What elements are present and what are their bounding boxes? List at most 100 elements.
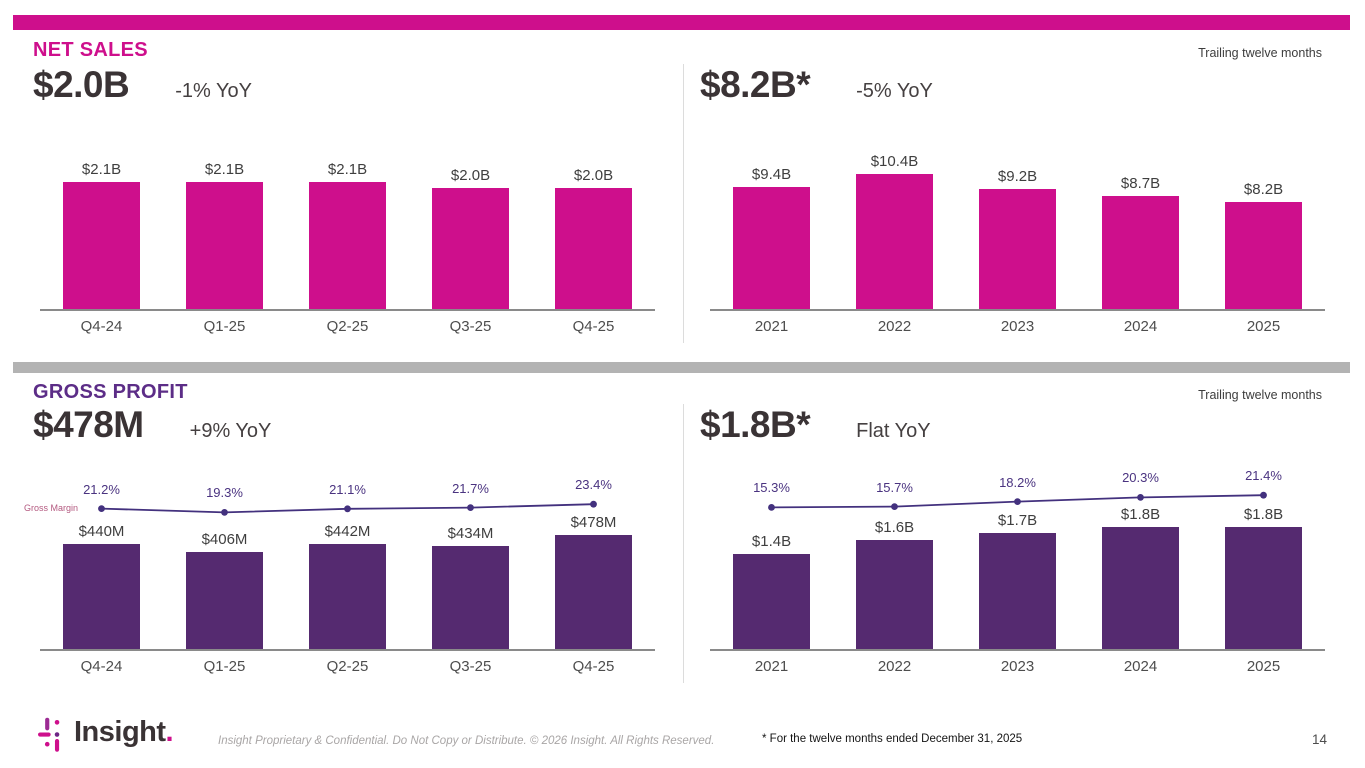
bar-2023	[978, 189, 1057, 309]
net-sales-ttm-headline: $8.2B*	[700, 64, 811, 105]
net-sales-quarterly-yoy: -1% YoY	[175, 80, 252, 102]
chart-x-axis: Q4-24 Q1-25 Q2-25 Q3-25 Q4-25	[40, 649, 655, 683]
net-sales-ttm-panel: $8.2B* -5% YoY $9.4B $10.4B $9.2B $8.7B $8.2…	[683, 64, 1365, 343]
bar-value-label: $8.2B	[1243, 181, 1284, 199]
chart-column: $9.4B	[710, 166, 833, 309]
axis-label-2024: 2024	[1123, 658, 1158, 675]
bar-Q4-25	[554, 188, 633, 309]
chart-column: $478M	[532, 514, 655, 649]
axis-label-Q2-25: Q2-25	[326, 318, 369, 335]
chart-column: $1.4B	[710, 533, 833, 649]
net-sales-ttm-headline-row: $8.2B* -5% YoY	[684, 64, 1365, 110]
net-sales-section: NET SALES Trailing twelve months $2.0B -…	[0, 38, 1365, 343]
chart-column: $2.1B	[163, 161, 286, 309]
axis-label-Q2-25: Q2-25	[326, 658, 369, 675]
gross-profit-quarterly-headline: $478M	[33, 404, 144, 445]
chart-column: $442M	[286, 523, 409, 649]
bar-2024	[1101, 195, 1180, 309]
chart-column: $10.4B	[833, 153, 956, 309]
chart-column: $406M	[163, 531, 286, 649]
bar-value-label: $9.4B	[751, 165, 792, 183]
insight-logo-wordmark: Insight.	[74, 716, 174, 748]
bar-Q2-25	[308, 543, 387, 649]
chart-bars: $440M $406M $442M $434M $478M	[40, 464, 655, 649]
chart-column: $1.8B	[1079, 506, 1202, 649]
bar-Q4-24	[62, 181, 141, 309]
logo-period: .	[165, 716, 174, 748]
bar-value-label: $1.8B	[1120, 505, 1161, 523]
gross-profit-quarterly-panel: $478M +9% YoY Gross Margin $440M $406M $44…	[0, 404, 683, 683]
top-accent-bar	[13, 15, 1350, 30]
bar-value-label: $442M	[324, 522, 371, 540]
bar-value-label: $2.0B	[573, 167, 614, 184]
axis-label-2022: 2022	[877, 658, 912, 675]
gross-profit-ttm-panel: $1.8B* Flat YoY $1.4B $1.6B $1.7B $1.8B $1.8…	[683, 404, 1365, 683]
chart-column: $1.7B	[956, 512, 1079, 649]
chart-x-axis: Q4-24 Q1-25 Q2-25 Q3-25 Q4-25	[40, 309, 655, 343]
gross-profit-ttm-headline-row: $1.8B* Flat YoY	[684, 404, 1365, 450]
bar-value-label: $1.4B	[751, 532, 792, 550]
net-sales-ttm-chart: $9.4B $10.4B $9.2B $8.7B $8.2B 2021 2022 2023 2…	[710, 144, 1325, 343]
gross-profit-quarterly-headline-row: $478M +9% YoY	[0, 404, 683, 450]
chart-bars: $2.1B $2.1B $2.1B $2.0B $2.0B	[40, 144, 655, 309]
net-sales-quarterly-chart: $2.1B $2.1B $2.1B $2.0B $2.0B Q4-24 Q1-25 Q2-2…	[40, 144, 655, 343]
bar-Q1-25	[185, 552, 264, 649]
bar-value-label: $434M	[447, 524, 494, 542]
bar-value-label: $2.0B	[450, 167, 491, 184]
bar-Q4-24	[62, 544, 141, 649]
bar-2022	[855, 173, 934, 309]
axis-label-2023: 2023	[1000, 658, 1035, 675]
insight-logo-mark-icon	[38, 717, 60, 752]
axis-label-2021: 2021	[754, 658, 789, 675]
bar-2025	[1224, 202, 1303, 309]
bar-2025	[1224, 526, 1303, 649]
margin-pct-label: 21.4%	[1245, 468, 1282, 484]
bar-2024	[1101, 526, 1180, 649]
bar-value-label: $1.8B	[1243, 505, 1284, 523]
net-sales-charts-row: $2.0B -1% YoY $2.1B $2.1B $2.1B $2.0B $2.0B …	[0, 64, 1365, 343]
net-sales-quarterly-panel: $2.0B -1% YoY $2.1B $2.1B $2.1B $2.0B $2.0B …	[0, 64, 683, 343]
chart-column: $2.0B	[409, 167, 532, 309]
bar-value-label: $1.7B	[997, 512, 1038, 530]
bar-Q3-25	[431, 188, 510, 309]
footer: Insight. Insight Proprietary & Confident…	[0, 704, 1365, 768]
confidential-notice: Insight Proprietary & Confidential. Do N…	[218, 735, 715, 747]
margin-pct-label: 15.3%	[753, 480, 790, 496]
bar-value-label: $2.1B	[327, 160, 368, 178]
bar-value-label: $440M	[78, 523, 125, 541]
chart-x-axis: 2021 2022 2023 2024 2025	[710, 309, 1325, 343]
bar-value-label: $478M	[570, 514, 617, 532]
margin-pct-label: 23.4%	[575, 477, 612, 493]
chart-column: $434M	[409, 525, 532, 649]
chart-column: $2.1B	[286, 161, 409, 309]
gross-margin-line-label: Gross Margin	[24, 503, 79, 513]
net-sales-title-row: NET SALES Trailing twelve months	[33, 38, 1322, 60]
net-sales-title: NET SALES	[33, 39, 148, 61]
margin-pct-label: 21.2%	[83, 481, 120, 497]
chart-canvas: $1.4B $1.6B $1.7B $1.8B $1.8B 15.3% 15.7% 18.2…	[710, 464, 1325, 649]
footnote: * For the twelve months ended December 3…	[762, 733, 1023, 745]
axis-label-2024: 2024	[1123, 318, 1158, 335]
axis-label-2022: 2022	[877, 318, 912, 335]
gross-profit-ttm-chart: $1.4B $1.6B $1.7B $1.8B $1.8B 15.3% 15.7% 18.2…	[710, 464, 1325, 683]
chart-x-axis: 2021 2022 2023 2024 2025	[710, 649, 1325, 683]
axis-label-Q3-25: Q3-25	[449, 658, 492, 675]
bar-value-label: $406M	[201, 531, 248, 549]
chart-bars: $1.4B $1.6B $1.7B $1.8B $1.8B	[710, 464, 1325, 649]
bar-2022	[855, 540, 934, 649]
net-sales-quarterly-headline: $2.0B	[33, 64, 130, 105]
bar-Q1-25	[185, 181, 264, 309]
margin-pct-label: 20.3%	[1122, 470, 1159, 486]
gross-profit-title: GROSS PROFIT	[33, 381, 188, 403]
margin-pct-label: 21.1%	[329, 481, 366, 497]
chart-column: $440M	[40, 523, 163, 649]
margin-pct-label: 19.3%	[206, 485, 243, 501]
bar-value-label: $2.1B	[204, 160, 245, 178]
gross-profit-quarterly-yoy: +9% YoY	[189, 420, 272, 442]
gross-profit-charts-row: $478M +9% YoY Gross Margin $440M $406M $44…	[0, 404, 1365, 683]
insight-logo: Insight.	[38, 716, 174, 753]
bar-Q3-25	[431, 545, 510, 649]
bar-2021	[732, 553, 811, 649]
net-sales-ttm-label: Trailing twelve months	[1198, 46, 1322, 60]
